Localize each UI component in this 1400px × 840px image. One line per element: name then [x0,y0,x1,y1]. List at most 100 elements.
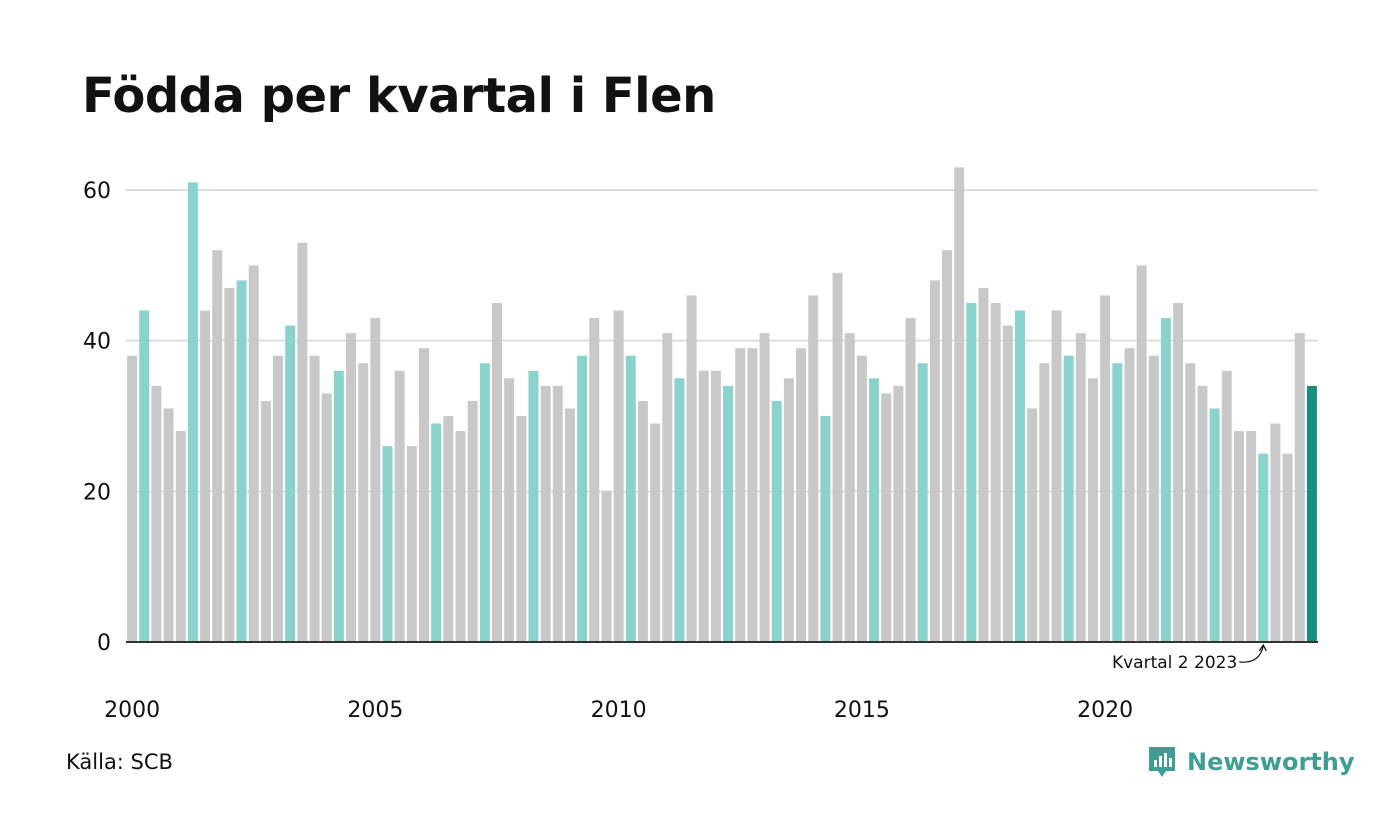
bar [127,355,138,642]
bar [333,370,344,642]
bar [394,370,405,642]
bar [613,310,624,642]
bar [236,280,247,642]
bar [1112,363,1123,642]
bar [467,400,478,642]
bar [248,265,259,642]
bar [771,400,782,642]
bar [942,250,952,642]
bar [1039,363,1050,642]
bar [929,280,940,642]
bar [443,416,454,642]
bar [577,355,588,642]
bar [1270,423,1281,642]
x-tick-label: 2000 [104,698,160,723]
bar [637,400,648,642]
bar [601,491,612,642]
bar [504,378,515,642]
bar [1087,378,1098,642]
bar [491,303,502,642]
bar [1209,408,1220,642]
brand-name: Newsworthy [1187,748,1355,776]
bar [1160,318,1171,642]
bar [808,295,819,642]
bar [273,355,284,642]
bar [1075,333,1086,642]
x-axis: 2000 2005 2010 2015 2020 [104,698,1133,723]
annotation: Kvartal 2 2023 [1112,643,1267,673]
annotation-arrow [1239,643,1267,663]
bar [419,348,429,642]
bar [1173,303,1184,642]
bar [297,242,308,643]
bar [1221,370,1232,642]
bar [200,310,211,642]
x-tick-label: 2005 [347,698,403,723]
bar [1124,348,1135,642]
bar [1197,385,1208,642]
bar [1148,355,1159,642]
bar [1233,431,1244,642]
bar [479,363,490,642]
bar [723,385,734,642]
bar [370,318,381,642]
bar [528,370,539,642]
bar [1246,431,1257,642]
bar [1294,333,1305,642]
x-tick-label: 2020 [1077,698,1133,723]
bars [127,167,1317,643]
x-tick-label: 2010 [591,698,647,723]
bar [358,363,369,642]
brand-logo: Newsworthy [1147,745,1355,779]
bar [1063,355,1074,642]
y-tick-label: 40 [83,330,111,355]
bar [346,333,356,642]
y-tick-label: 60 [83,179,111,204]
bar [747,348,758,642]
bar [869,378,880,642]
bar [552,385,563,642]
bar [1136,265,1147,642]
bar [163,408,174,642]
bar [1282,453,1293,642]
bar [1002,325,1013,642]
bar [990,303,1001,642]
source-label: Källa: SCB [66,750,173,774]
bar [966,303,977,642]
bar [698,370,709,642]
bar [783,378,794,642]
bar [917,363,928,642]
bar [540,385,551,642]
bar [796,348,807,642]
annotation-label: Kvartal 2 2023 [1112,653,1237,673]
bar [564,408,575,642]
bar [1185,363,1196,642]
bar [139,310,150,642]
bar [455,431,466,642]
bar [224,287,235,642]
x-tick-label: 2015 [834,698,890,723]
chart-title: Födda per kvartal i Flen [82,68,716,124]
bar [1027,408,1038,642]
bar [674,378,685,642]
y-axis: 0 20 40 60 [83,179,111,656]
bar [650,423,661,642]
bar [978,287,989,642]
bar [151,385,162,642]
bar [1051,310,1062,642]
bar [212,250,223,642]
bar [832,272,843,642]
bar [260,400,271,642]
bar [905,318,916,642]
bar [954,167,965,642]
bar [856,355,867,642]
bar [1100,295,1111,642]
bar [710,370,721,642]
bar [759,333,770,642]
bar [516,416,527,642]
bar [1258,453,1269,642]
bar [406,446,417,642]
bar [175,431,186,642]
bar [589,318,600,642]
